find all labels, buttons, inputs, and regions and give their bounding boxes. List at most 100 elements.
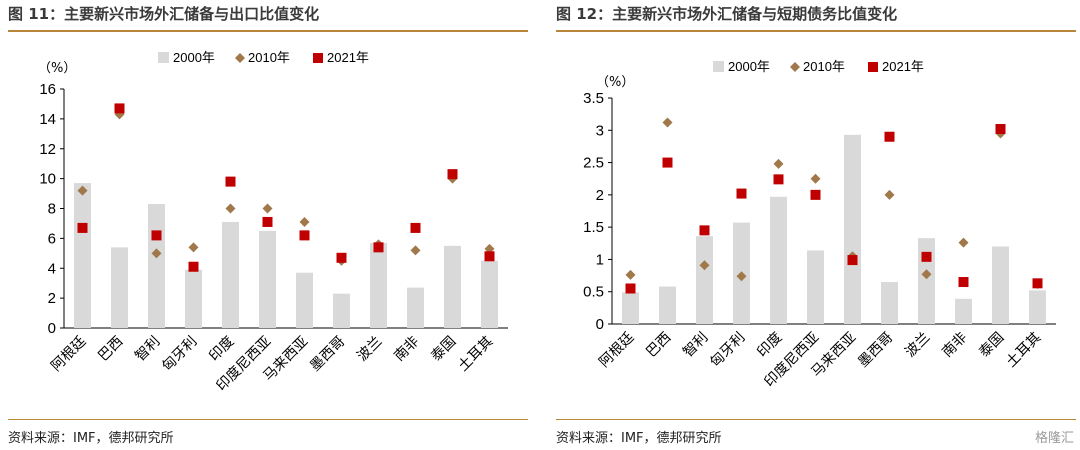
bar-2000 bbox=[1028, 290, 1047, 324]
marker-2010 bbox=[736, 271, 747, 282]
y-tick-label: 4 bbox=[48, 260, 56, 277]
bar-2000 bbox=[917, 238, 936, 324]
bar-2000 bbox=[621, 292, 640, 324]
legend-2010-swatch bbox=[790, 62, 800, 72]
marker-2010 bbox=[299, 216, 310, 227]
bar-2000 bbox=[954, 298, 973, 324]
y-unit-label: （%） bbox=[38, 61, 76, 76]
x-tick-label: 匈牙利 bbox=[707, 330, 748, 371]
marker-2010 bbox=[773, 158, 784, 169]
marker-2021 bbox=[447, 169, 458, 180]
y-tick-label: 16 bbox=[39, 81, 56, 98]
x-tick-label: 土耳其 bbox=[1003, 330, 1044, 371]
marker-2021 bbox=[299, 230, 310, 241]
marker-2010 bbox=[77, 185, 88, 196]
x-tick-label: 南非 bbox=[391, 334, 422, 365]
bar-2000 bbox=[110, 247, 129, 328]
marker-2021 bbox=[484, 251, 495, 262]
marker-2021 bbox=[736, 188, 747, 199]
bar-2000 bbox=[369, 242, 388, 328]
bar-2000 bbox=[73, 183, 92, 328]
chart-1-svg: 2000年 2010年 2021年 （%） 0 2 4 6 8 10 12 14 16 阿根廷 巴西 智利匈牙… bbox=[38, 50, 508, 394]
x-tick-label: 墨西哥 bbox=[855, 330, 896, 371]
chart-panel-1: 图 11：主要新兴市场外汇储备与出口比值变化 2000年 2010年 2021年 （%… bbox=[8, 0, 528, 450]
chart-title: 图 12：主要新兴市场外汇储备与短期债务比值变化 bbox=[556, 5, 898, 23]
marker-2021 bbox=[336, 252, 347, 263]
y-tick-label: 2.5 bbox=[583, 155, 604, 172]
bar-2000 bbox=[221, 221, 240, 328]
x-tick-label: 泰国 bbox=[976, 330, 1007, 361]
legend-2000-swatch bbox=[158, 52, 169, 63]
marker-2021 bbox=[662, 157, 673, 168]
bar-2000 bbox=[480, 260, 499, 328]
marker-2010 bbox=[810, 173, 821, 184]
bar-2000 bbox=[991, 246, 1010, 324]
legend-2021-label: 2021年 bbox=[882, 59, 924, 74]
marker-2010 bbox=[699, 260, 710, 271]
bar-2000 bbox=[880, 282, 899, 324]
marker-2021 bbox=[1032, 278, 1043, 289]
marker-2010 bbox=[151, 248, 162, 259]
bar-2000 bbox=[443, 245, 462, 328]
source-rule bbox=[8, 419, 528, 420]
marker-2021 bbox=[410, 222, 421, 233]
marker-2010 bbox=[225, 203, 236, 214]
marker-2021 bbox=[114, 103, 125, 114]
chart-panel-2: 图 12：主要新兴市场外汇储备与短期债务比值变化 2000年 2010年 2021年… bbox=[556, 0, 1076, 450]
marker-2021 bbox=[773, 174, 784, 185]
marker-2021 bbox=[225, 176, 236, 187]
bar-2000 bbox=[332, 293, 351, 328]
marker-2010 bbox=[625, 269, 636, 280]
marker-2021 bbox=[77, 222, 88, 233]
marker-2010 bbox=[958, 237, 969, 248]
x-tick-label: 阿根廷 bbox=[596, 330, 637, 371]
marker-2010 bbox=[188, 242, 199, 253]
x-tick-label: 智利 bbox=[680, 330, 711, 361]
y-tick-label: 1 bbox=[596, 251, 604, 268]
legend-2021-swatch bbox=[313, 53, 323, 63]
marker-2021 bbox=[921, 251, 932, 262]
y-tick-label: 0 bbox=[596, 316, 604, 333]
x-tick-label: 土耳其 bbox=[455, 334, 496, 375]
x-tick-label: 波兰 bbox=[902, 330, 933, 361]
bar-2000 bbox=[695, 236, 714, 324]
bar-2000 bbox=[295, 272, 314, 328]
y-tick-label: 3 bbox=[596, 122, 604, 139]
marker-2021 bbox=[625, 283, 636, 294]
marker-2021 bbox=[810, 189, 821, 200]
chart-2-svg: 2000年 2010年 2021年 （%） 0 0.5 1 1.5 2 2.5 3 3.5 阿根廷 巴西智… bbox=[583, 59, 1056, 390]
x-tick-label: 印度 bbox=[754, 330, 785, 361]
y-unit-label: （%） bbox=[596, 75, 634, 90]
title-rule bbox=[8, 30, 528, 32]
bar-2000 bbox=[769, 196, 788, 324]
y-tick-label: 1.5 bbox=[583, 219, 604, 236]
x-tick-label: 智利 bbox=[132, 334, 163, 365]
x-tick-label: 匈牙利 bbox=[159, 334, 200, 375]
y-tick-label: 0 bbox=[48, 320, 56, 337]
legend-2000-label: 2000年 bbox=[173, 50, 215, 65]
legend-2021-label: 2021年 bbox=[327, 50, 369, 65]
marker-2021 bbox=[151, 230, 162, 241]
marker-2021 bbox=[847, 255, 858, 266]
legend-2010-label: 2010年 bbox=[248, 50, 290, 65]
x-tick-label: 波兰 bbox=[354, 334, 385, 365]
bar-2000 bbox=[658, 286, 677, 324]
x-tick-label: 印度 bbox=[206, 334, 237, 365]
x-tick-label: 巴西 bbox=[643, 330, 674, 361]
y-tick-label: 12 bbox=[39, 141, 56, 158]
source-note: 资料来源：IMF，德邦研究所 bbox=[8, 431, 174, 446]
y-tick-label: 2 bbox=[596, 187, 604, 204]
legend-2000-swatch bbox=[713, 61, 724, 72]
bar-2000 bbox=[184, 269, 203, 328]
x-tick-label: 阿根廷 bbox=[48, 334, 89, 375]
chart-title: 图 11：主要新兴市场外汇储备与出口比值变化 bbox=[8, 5, 320, 23]
marker-2010 bbox=[884, 189, 895, 200]
legend-2021-swatch bbox=[868, 62, 878, 72]
bar-2000 bbox=[406, 287, 425, 328]
y-tick-label: 14 bbox=[39, 111, 56, 128]
marker-2021 bbox=[699, 225, 710, 236]
legend-2000-label: 2000年 bbox=[728, 59, 770, 74]
y-tick-label: 8 bbox=[48, 201, 56, 218]
marker-2010 bbox=[662, 117, 673, 128]
x-tick-label: 墨西哥 bbox=[307, 334, 348, 375]
